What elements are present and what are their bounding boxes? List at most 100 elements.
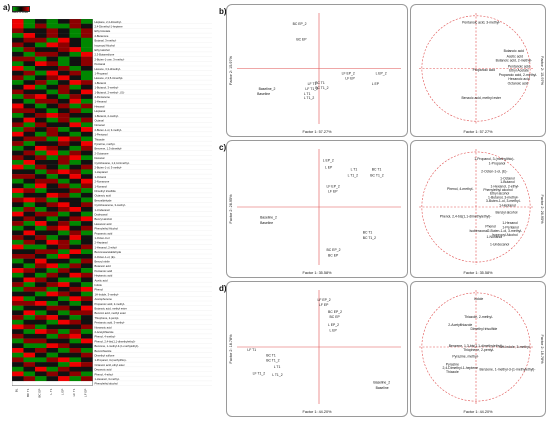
heatmap-row-label: Dimethyl sulfone bbox=[95, 353, 115, 357]
heatmap-cell bbox=[23, 348, 36, 353]
heatmap-cell bbox=[12, 61, 24, 67]
heatmap-cell bbox=[58, 37, 70, 43]
heatmap-cell bbox=[35, 103, 47, 109]
heatmap-cell bbox=[23, 178, 36, 184]
heatmap-cell bbox=[12, 122, 24, 128]
heatmap-cell bbox=[35, 155, 47, 161]
heatmap-cell bbox=[81, 23, 93, 29]
heatmap-cell bbox=[81, 61, 93, 67]
heatmap-cell bbox=[46, 80, 59, 85]
loading-label: Butanoic acid, 2-methyl- bbox=[496, 58, 532, 62]
heatmap-cell bbox=[35, 319, 47, 325]
heatmap-cell bbox=[35, 324, 47, 330]
heatmap-cell bbox=[12, 319, 24, 325]
score-label: Baseline_2 bbox=[373, 381, 390, 385]
x-axis-label: Factor 1: 35.58% bbox=[464, 271, 494, 275]
heatmap-cell bbox=[81, 183, 93, 189]
heatmap-cell bbox=[35, 282, 47, 288]
heatmap-row-label: Decanoic acid bbox=[95, 368, 112, 372]
heatmap-cell bbox=[81, 249, 93, 255]
heatmap-cell bbox=[81, 282, 93, 288]
heatmap-cell bbox=[46, 343, 59, 349]
heatmap-cell bbox=[81, 145, 93, 151]
score-label: BC EP_2 bbox=[293, 22, 307, 26]
heatmap-cell bbox=[35, 338, 47, 344]
heatmap-cell bbox=[23, 310, 36, 316]
heatmap-cell bbox=[46, 178, 59, 184]
loading-label: 1-Octanol bbox=[500, 176, 515, 180]
heatmap-cell bbox=[35, 329, 47, 335]
heatmap-row-label: 1-Heptanol bbox=[95, 170, 109, 174]
heatmap-cell bbox=[12, 357, 24, 363]
heatmap-cell bbox=[58, 235, 70, 241]
score-label: L T1_2 bbox=[272, 373, 282, 377]
heatmap-cell bbox=[23, 98, 36, 104]
loading-label: 1-Butanol, 3-methyl- bbox=[488, 195, 519, 199]
heatmap-cell bbox=[58, 42, 70, 48]
heatmap-cell bbox=[58, 329, 70, 335]
score-label: LF T1 bbox=[247, 348, 256, 352]
heatmap-cell bbox=[46, 145, 59, 151]
heatmap-cell bbox=[58, 61, 70, 67]
heatmap-cell bbox=[12, 244, 24, 250]
heatmap-cell bbox=[69, 145, 82, 151]
heatmap-cell bbox=[23, 221, 36, 226]
heatmap-cell bbox=[12, 211, 24, 217]
heatmap-cell bbox=[12, 362, 24, 367]
heatmap-cell bbox=[35, 263, 47, 269]
heatmap-cell bbox=[35, 164, 47, 170]
heatmap-cell bbox=[58, 103, 70, 109]
heatmap-cell bbox=[12, 127, 24, 132]
heatmap-cell bbox=[23, 80, 36, 85]
heatmap-cell bbox=[58, 169, 70, 175]
heatmap-cell bbox=[12, 197, 24, 203]
heatmap-cell bbox=[35, 70, 47, 76]
heatmap-row-label: 1-Propanol bbox=[95, 71, 109, 75]
heatmap-cell bbox=[12, 230, 24, 236]
heatmap-cell bbox=[35, 362, 47, 367]
heatmap-cell bbox=[46, 366, 59, 372]
heatmap-cell bbox=[58, 122, 70, 128]
heatmap-cell bbox=[12, 310, 24, 316]
loading-label: 1-Butanol bbox=[500, 180, 515, 184]
heatmap-cell bbox=[81, 108, 93, 114]
heatmap-column-label: L EP bbox=[61, 389, 65, 395]
heatmap-cell bbox=[69, 324, 82, 330]
heatmap-cell bbox=[12, 249, 24, 255]
heatmap-cell bbox=[46, 42, 59, 48]
heatmap-cell bbox=[46, 268, 59, 273]
heatmap-row-label: Heptanoic acid bbox=[95, 274, 113, 278]
heatmap-cell bbox=[69, 221, 82, 226]
heatmap-cell bbox=[46, 291, 59, 297]
heatmap-cell bbox=[35, 254, 47, 259]
heatmap-row-label: 1-Propanol, 3-(methylthio)- bbox=[95, 358, 127, 362]
heatmap-cell bbox=[69, 56, 82, 62]
heatmap-cell bbox=[69, 19, 82, 24]
heatmap-cell bbox=[46, 47, 59, 53]
heatmap-cell bbox=[81, 352, 93, 358]
heatmap-cell bbox=[12, 47, 24, 53]
score-plot-c: L EP_2 L EP L T1 L T1_2 BC T1 BC T1_2 LF EP_2 L… bbox=[226, 140, 408, 278]
heatmap-cell bbox=[69, 305, 82, 311]
heatmap-cell bbox=[69, 310, 82, 316]
score-label: BC T1 bbox=[372, 168, 382, 172]
heatmap-cell bbox=[46, 324, 59, 330]
heatmap-cell bbox=[81, 263, 93, 269]
loading-label: Acetic acid bbox=[507, 54, 524, 58]
heatmap-column-label: BL bbox=[15, 388, 19, 392]
heatmap-cell bbox=[12, 329, 24, 335]
heatmap-cell bbox=[35, 131, 47, 137]
heatmap-cell bbox=[23, 329, 36, 335]
heatmap-cell bbox=[35, 84, 47, 90]
heatmap-cell bbox=[23, 47, 36, 53]
score-label: L EP_2 bbox=[376, 72, 387, 76]
heatmap-cell bbox=[46, 94, 59, 100]
heatmap-column-label: BC T1 bbox=[26, 388, 30, 397]
heatmap-cell bbox=[12, 164, 24, 170]
heatmap-cell bbox=[23, 296, 36, 302]
heatmap-cell bbox=[35, 192, 47, 198]
heatmap-cell bbox=[35, 315, 47, 320]
heatmap-row-label: Phenol, 4-ethyl- bbox=[95, 372, 114, 376]
heatmap-cell bbox=[58, 244, 70, 250]
heatmap-cell bbox=[12, 221, 24, 226]
